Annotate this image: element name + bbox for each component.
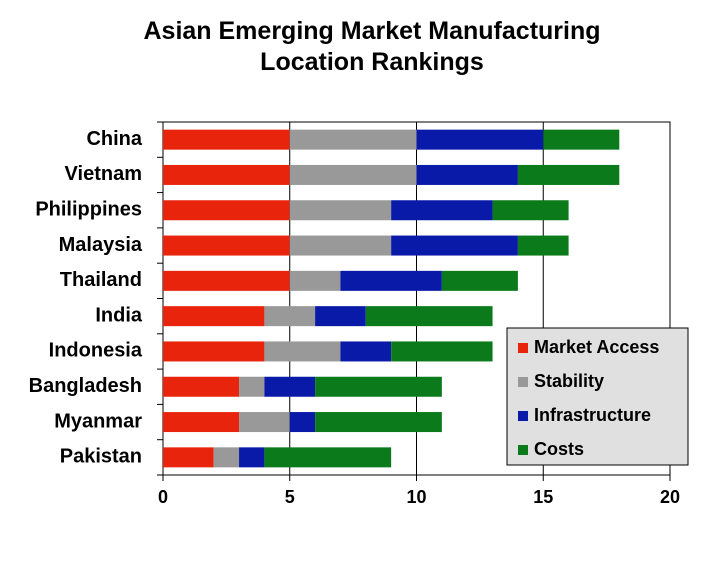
bar-segment xyxy=(264,376,316,397)
bar-segment xyxy=(163,235,290,256)
bar-segment xyxy=(315,412,442,433)
bar-segment xyxy=(416,129,544,150)
y-tick-label: Bangladesh xyxy=(29,375,142,397)
bar-segment xyxy=(163,270,290,291)
y-tick-label: Myanmar xyxy=(54,410,142,432)
bar-segment xyxy=(492,200,569,221)
bar-segment xyxy=(163,200,290,221)
bar-segment xyxy=(163,129,290,150)
y-tick-label: Pakistan xyxy=(60,446,142,468)
legend-label: Stability xyxy=(534,371,604,391)
bar-segment xyxy=(517,164,620,185)
bar-segment xyxy=(416,164,518,185)
y-tick-label: Thailand xyxy=(60,269,142,291)
legend-swatch xyxy=(518,445,528,455)
bar-segment xyxy=(543,129,620,150)
bar-segment xyxy=(264,447,392,468)
legend-label: Costs xyxy=(534,439,584,459)
y-tick-label: Vietnam xyxy=(65,163,142,185)
y-tick-label: China xyxy=(86,128,142,150)
bar-segment xyxy=(289,270,341,291)
y-tick-label: Indonesia xyxy=(49,340,143,362)
bar-segment xyxy=(289,164,417,185)
bar-segment xyxy=(264,341,341,362)
legend-swatch xyxy=(518,377,528,387)
legend: Market Access Stability Infrastructure Cost… xyxy=(506,327,689,466)
bar-segment xyxy=(163,306,265,327)
bar-segment xyxy=(239,412,290,433)
bar-segment xyxy=(163,412,240,433)
bar-segment xyxy=(517,235,569,256)
bar-segment xyxy=(239,447,265,468)
legend-swatch xyxy=(518,343,528,353)
y-tick-label: India xyxy=(95,304,143,326)
bar-segment xyxy=(340,270,442,291)
bar-segment xyxy=(264,306,316,327)
bar-segment xyxy=(391,235,518,256)
x-tick-label: 15 xyxy=(533,487,553,507)
x-tick-label: 10 xyxy=(406,487,426,507)
bar-segment xyxy=(163,376,240,397)
legend-swatch xyxy=(518,411,528,421)
y-tick-label: Philippines xyxy=(35,199,142,221)
bar-segment xyxy=(163,164,290,185)
bar-segment xyxy=(289,200,392,221)
x-tick-label: 5 xyxy=(285,487,295,507)
bar-segment xyxy=(340,341,392,362)
bar-segment xyxy=(315,376,442,397)
bar-segment xyxy=(391,341,493,362)
bar-segment xyxy=(365,306,493,327)
chart-title: Asian Emerging Market Manufacturing Loca… xyxy=(143,17,601,76)
legend-label: Infrastructure xyxy=(534,405,651,425)
x-tick-label: 20 xyxy=(660,487,680,507)
y-tick-label: Malaysia xyxy=(59,234,143,256)
bar-segment xyxy=(239,376,265,397)
bar-segment xyxy=(163,341,265,362)
x-tick-label: 0 xyxy=(158,487,168,507)
bar-segment xyxy=(289,235,392,256)
bar-segment xyxy=(289,129,417,150)
bar-segment xyxy=(163,447,214,468)
bar-segment xyxy=(213,447,240,468)
bar-segment xyxy=(315,306,366,327)
bar-segment xyxy=(391,200,493,221)
legend-box xyxy=(506,327,689,466)
legend-label: Market Access xyxy=(534,337,659,357)
bar-segment xyxy=(441,270,518,291)
bar-segment xyxy=(289,412,316,433)
